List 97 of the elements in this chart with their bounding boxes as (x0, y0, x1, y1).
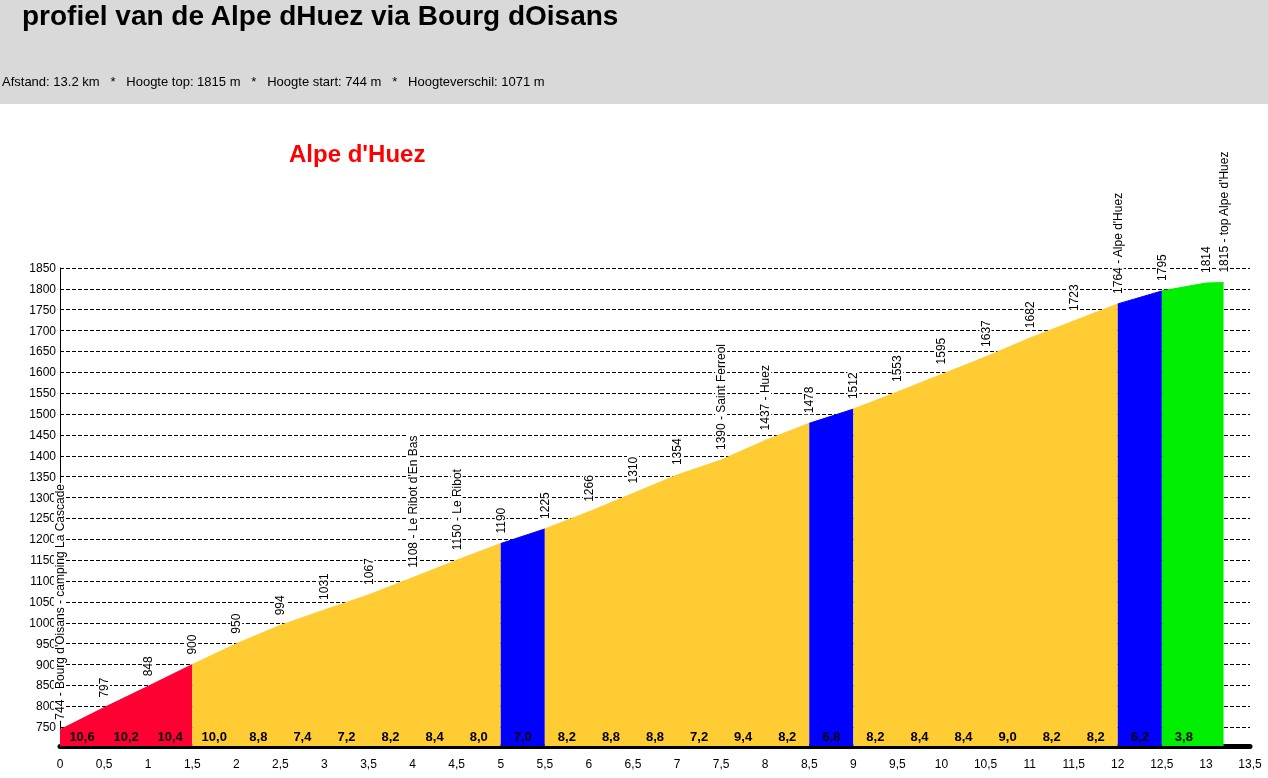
data-label: 1310 (625, 456, 640, 484)
x-tick-label: 7,5 (712, 757, 730, 771)
x-tick-label: 13 (1199, 757, 1213, 771)
x-tick-label: 9,5 (889, 757, 907, 771)
x-tick-label: 4,5 (448, 757, 466, 771)
x-tick-label: 13,5 (1238, 757, 1262, 771)
data-label: 1225 (537, 491, 552, 519)
chart-subtitle: Afstand: 13.2 km * Hoogte top: 1815 m * Hoogte start: 744 m * Hoogteverschil: 1071 m (2, 74, 545, 89)
annotation: 8,2 (1086, 728, 1105, 744)
annotation: 7,4 (293, 728, 313, 744)
data-label: 1190 (493, 507, 508, 534)
data-label: 1764 - Alpe d'Huez (1110, 192, 1125, 294)
annotation: 8,2 (381, 728, 400, 744)
data-label: 848 (141, 655, 156, 677)
annotation: 8,8 (249, 728, 268, 744)
data-label: 1108 - Le Ribot d'En Bas (405, 435, 420, 568)
annotation: 9,4 (734, 728, 753, 744)
y-tick-label: 1700 (29, 323, 57, 338)
annotation: 8,2 (778, 728, 797, 744)
data-label: 1723 (1066, 284, 1081, 312)
data-label: 797 (97, 677, 112, 698)
x-tick-label: 0,5 (95, 757, 113, 771)
data-label: 1031 (317, 572, 332, 600)
y-tick-label: 1350 (29, 469, 57, 484)
data-label: 1595 (934, 337, 949, 365)
annotation: 6,8 (822, 728, 841, 744)
annotation: 8,4 (954, 728, 974, 744)
x-tick-label: 1,5 (183, 757, 201, 771)
y-tick-label: 1500 (29, 407, 57, 422)
data-label: 1815 - top Alpe d'Huez (1216, 151, 1231, 273)
x-tick-label: 5 (497, 757, 505, 771)
data-label: 1512 (846, 372, 861, 400)
x-tick-label: 12,5 (1150, 757, 1174, 771)
annotation: 10,6 (69, 728, 95, 744)
x-tick-label: 4 (409, 757, 417, 771)
data-label: 900 (185, 634, 200, 655)
y-tick-label: 1750 (29, 302, 57, 317)
x-tick-label: 0 (56, 757, 64, 771)
x-tick-label: 12 (1111, 757, 1125, 771)
data-label: 1478 (802, 386, 817, 414)
annotation: 8,4 (425, 728, 445, 744)
x-tick-label: 9 (849, 757, 857, 771)
x-tick-label: 6,5 (624, 757, 642, 771)
data-label: 994 (273, 595, 288, 616)
data-label: 1795 (1154, 253, 1169, 281)
data-label: 1682 (1022, 301, 1037, 329)
x-tick-label: 5,5 (536, 757, 554, 771)
x-tick-label: 10 (934, 757, 949, 771)
annotation: 6,2 (1130, 728, 1149, 744)
annotation: 8,2 (1042, 728, 1061, 744)
y-tick-label: 1650 (29, 344, 57, 359)
x-tick-label: 8,5 (800, 757, 818, 771)
x-tick-label: 11 (1023, 757, 1037, 771)
x-tick-label: 2,5 (272, 757, 290, 771)
data-label: 1390 - Saint Ferreol (714, 343, 729, 451)
annotation: 8,8 (645, 728, 665, 744)
annotation: 8,4 (910, 728, 930, 744)
annotation: 8,2 (866, 728, 885, 744)
data-label: 1150 - Le Ribot (449, 468, 464, 551)
y-tick-label: 1850 (29, 261, 57, 275)
annotation: 10,2 (113, 728, 139, 744)
x-tick-label: 2 (232, 757, 240, 771)
data-label: 1354 (670, 438, 685, 466)
x-tick-label: 1 (144, 757, 152, 771)
chart-title: Alpe d'Huez (289, 139, 426, 167)
annotation: 10,0 (201, 728, 227, 744)
data-label: 950 (229, 613, 244, 634)
text: profiel van de Alpe dHuez via Bourg dOisans (22, 0, 619, 32)
annotation: 7,2 (690, 728, 709, 744)
data-label: 1067 (361, 557, 376, 585)
data-label: 1637 (978, 319, 993, 347)
y-tick-label: 750 (35, 720, 57, 735)
x-tick-label: 11,5 (1062, 757, 1086, 771)
annotation: 9,0 (998, 728, 1017, 744)
x-tick-label: 3,5 (360, 757, 378, 771)
annotation: 8,0 (469, 728, 488, 744)
data-label: 1266 (581, 474, 596, 502)
data-label: 1553 (890, 354, 905, 382)
y-tick-label: 1800 (29, 281, 57, 296)
data-label: 744 - Bourg d'Oisans - camping La Cascade (53, 483, 67, 720)
annotation: 3,8 (1174, 728, 1193, 744)
data-label: 1814 (1198, 246, 1213, 274)
y-tick-label: 1450 (29, 427, 57, 442)
annotation: 10,4 (157, 728, 184, 744)
y-tick-label: 1550 (29, 386, 57, 401)
x-tick-label: 8 (761, 757, 769, 771)
data-label: 1437 - Huez (758, 365, 773, 431)
x-tick-label: 6 (585, 757, 593, 771)
y-tick-label: 1600 (29, 365, 57, 380)
annotation: 7,2 (337, 728, 356, 744)
x-tick-label: 7 (673, 757, 681, 771)
annotation: 8,2 (557, 728, 576, 744)
y-tick-label: 1400 (29, 448, 57, 463)
annotation: 8,8 (601, 728, 620, 744)
x-tick-label: 10,5 (973, 757, 998, 771)
x-tick-label: 3 (321, 757, 329, 771)
annotation: 7,0 (513, 728, 532, 744)
